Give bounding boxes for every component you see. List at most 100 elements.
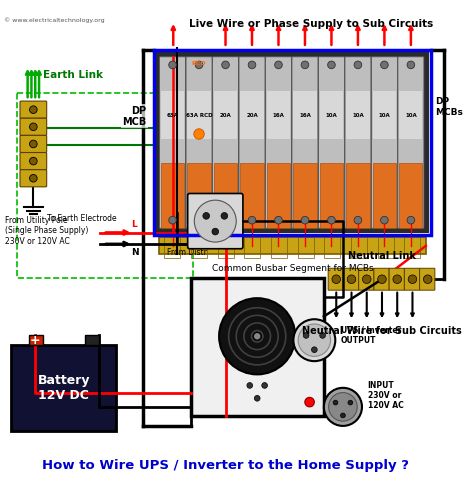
Text: Neutral Wire for Sub Circuits: Neutral Wire for Sub Circuits [302, 326, 462, 336]
Bar [404, 237, 420, 258]
Bar [324, 237, 340, 258]
Bar [320, 163, 343, 228]
Bar [159, 237, 426, 254]
Bar [373, 163, 396, 228]
Text: 10A: 10A [379, 113, 390, 118]
FancyBboxPatch shape [345, 57, 371, 228]
Circle shape [320, 333, 326, 338]
Bar [214, 92, 237, 139]
Text: L: L [131, 220, 137, 229]
Bar [351, 237, 367, 258]
Circle shape [29, 174, 37, 182]
Bar [214, 163, 237, 228]
Circle shape [169, 61, 176, 69]
Circle shape [328, 61, 335, 69]
Circle shape [194, 200, 236, 242]
Circle shape [222, 61, 229, 69]
Circle shape [347, 275, 356, 283]
Bar [191, 237, 207, 258]
Bar [378, 237, 394, 258]
Circle shape [194, 129, 204, 139]
Circle shape [301, 216, 309, 224]
FancyBboxPatch shape [186, 57, 212, 228]
Text: DP
MCB: DP MCB [122, 106, 146, 127]
Bar [320, 92, 343, 139]
Circle shape [274, 216, 283, 224]
Bar [156, 52, 428, 233]
Circle shape [248, 61, 256, 69]
FancyBboxPatch shape [372, 57, 397, 228]
Text: +: + [30, 334, 41, 347]
Bar [399, 163, 422, 228]
Circle shape [348, 400, 353, 405]
Bar [240, 92, 264, 139]
Circle shape [222, 216, 229, 224]
Text: How to Wire UPS / Inverter to the Home Supply ?: How to Wire UPS / Inverter to the Home S… [42, 459, 409, 471]
Text: From Utility Pole
(Single Phase Supply)
230V or 120V AC: From Utility Pole (Single Phase Supply) … [5, 216, 88, 245]
FancyBboxPatch shape [20, 101, 46, 118]
Text: Earth Link: Earth Link [43, 70, 103, 80]
FancyBboxPatch shape [389, 268, 404, 290]
Text: 10A: 10A [326, 113, 337, 118]
Circle shape [29, 123, 37, 131]
Circle shape [255, 395, 260, 401]
Text: 20A: 20A [219, 113, 231, 118]
Bar [293, 92, 317, 139]
Text: 20A: 20A [246, 113, 258, 118]
Circle shape [324, 388, 362, 426]
FancyBboxPatch shape [328, 268, 343, 290]
FancyBboxPatch shape [419, 268, 435, 290]
Text: RCD: RCD [191, 61, 206, 66]
FancyBboxPatch shape [20, 169, 46, 187]
Bar [346, 92, 370, 139]
Circle shape [381, 216, 388, 224]
Circle shape [301, 61, 309, 69]
Circle shape [328, 216, 335, 224]
Circle shape [378, 275, 386, 283]
Bar [271, 237, 287, 258]
Text: 16A: 16A [299, 113, 311, 118]
Text: To Earth Electrode: To Earth Electrode [46, 214, 116, 224]
Circle shape [408, 275, 417, 283]
Bar [298, 237, 314, 258]
Circle shape [328, 393, 357, 421]
Circle shape [333, 400, 338, 405]
Bar [245, 237, 260, 258]
Bar [293, 163, 317, 228]
Bar [187, 92, 210, 139]
Circle shape [393, 275, 401, 283]
Circle shape [332, 275, 340, 283]
Text: 10A: 10A [405, 113, 417, 118]
Bar [346, 163, 370, 228]
Circle shape [212, 228, 219, 235]
FancyBboxPatch shape [191, 278, 324, 416]
FancyBboxPatch shape [265, 57, 292, 228]
Circle shape [354, 216, 362, 224]
Circle shape [29, 106, 37, 113]
Text: From Distr: From Distr [167, 248, 207, 257]
Circle shape [195, 61, 203, 69]
Bar [164, 237, 181, 258]
Text: 10A: 10A [352, 113, 364, 118]
Circle shape [254, 333, 261, 340]
Circle shape [169, 216, 176, 224]
Text: Common Busbar Segment for MCBs: Common Busbar Segment for MCBs [211, 264, 373, 273]
Text: © www.electricaltechnology.org: © www.electricaltechnology.org [4, 17, 104, 23]
Text: 63A: 63A [166, 113, 179, 118]
FancyBboxPatch shape [292, 57, 318, 228]
Text: 16A: 16A [273, 113, 284, 118]
Bar [28, 336, 43, 345]
Circle shape [247, 383, 253, 388]
Text: Live Wire or Phase Supply to Sub Circuits: Live Wire or Phase Supply to Sub Circuit… [190, 19, 434, 29]
FancyBboxPatch shape [404, 268, 419, 290]
FancyBboxPatch shape [11, 345, 116, 431]
Circle shape [29, 157, 37, 165]
Bar [399, 92, 422, 139]
Bar [240, 163, 264, 228]
Circle shape [29, 140, 37, 148]
FancyBboxPatch shape [374, 268, 389, 290]
Text: INPUT
230V or
120V AC: INPUT 230V or 120V AC [368, 380, 403, 411]
Circle shape [407, 216, 415, 224]
FancyBboxPatch shape [20, 135, 46, 152]
Circle shape [293, 319, 335, 361]
